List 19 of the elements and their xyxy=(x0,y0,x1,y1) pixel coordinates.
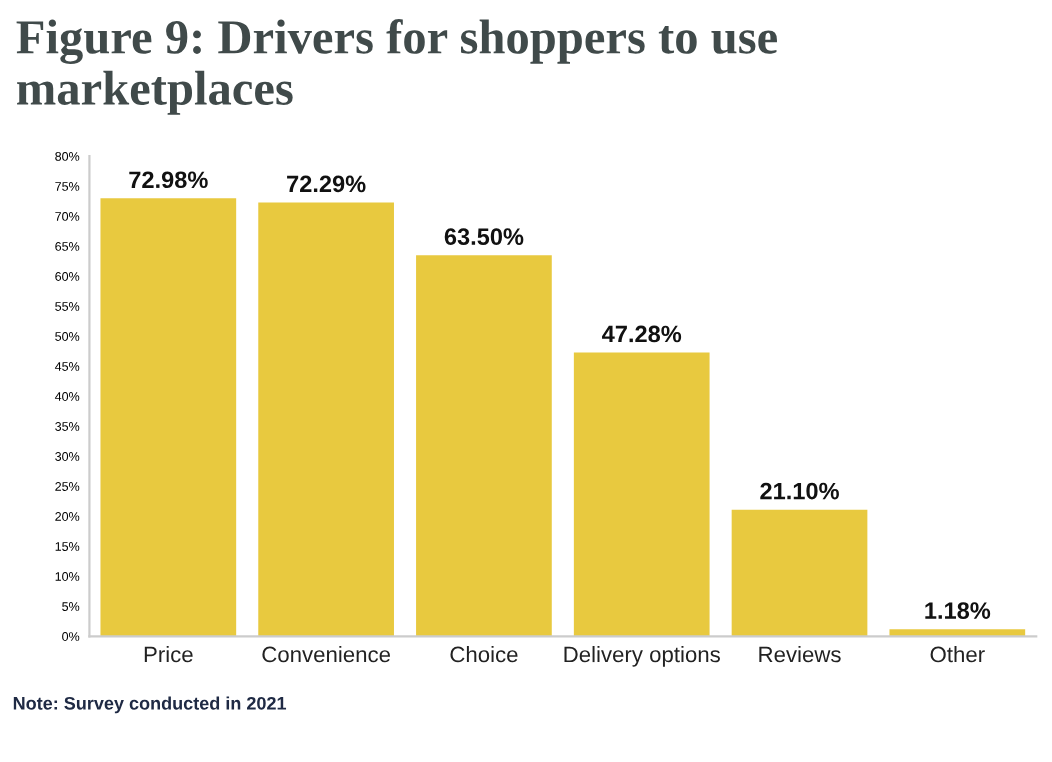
data-label: 1.18% xyxy=(925,602,991,619)
data-label: 63.50% xyxy=(444,228,524,246)
x-tick-label: Convenience xyxy=(262,645,390,663)
x-tick-label: Other xyxy=(930,645,985,663)
chart-title: Figure 9: Drivers for shoppers to use marketplaces xyxy=(16,19,777,115)
x-tick-label: Delivery options xyxy=(564,645,720,667)
x-tick-label: Reviews xyxy=(759,645,841,663)
data-label: 72.98% xyxy=(129,171,208,189)
data-label: 21.10% xyxy=(760,482,839,500)
bar xyxy=(573,352,710,637)
x-tick-label: Price xyxy=(144,645,193,663)
x-tick-label: Choice xyxy=(450,645,518,663)
bar xyxy=(416,255,552,637)
data-label: 47.28% xyxy=(602,325,682,343)
text: Note: Survey conducted in 2021 xyxy=(13,696,287,714)
bar xyxy=(100,198,237,637)
data-label: 72.29% xyxy=(287,175,366,193)
bar xyxy=(731,509,868,637)
bar xyxy=(258,202,394,637)
